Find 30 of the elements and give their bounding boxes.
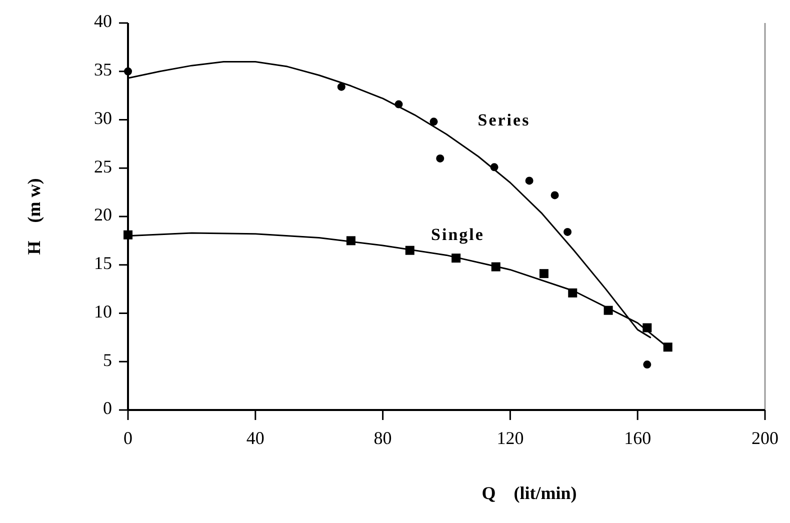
point — [539, 269, 548, 278]
point — [643, 360, 652, 369]
text: Series — [478, 110, 530, 130]
y-tick-label: 25 — [94, 156, 112, 176]
y-tick-label: 15 — [94, 253, 112, 273]
point — [663, 342, 672, 352]
x-tick-label: 0 — [124, 428, 132, 448]
y-axis-title: H (m w) — [24, 178, 44, 255]
point — [337, 82, 346, 91]
x-tick-label: 160 — [624, 428, 652, 448]
y-tick-label: 5 — [103, 350, 112, 370]
x-tick-label: 200 — [752, 428, 778, 448]
point — [564, 228, 572, 236]
y-tick-label: 0 — [103, 398, 112, 418]
point — [525, 176, 534, 185]
x-tick-label: 80 — [374, 428, 392, 448]
point — [124, 230, 132, 240]
x-axis-title: Q (lit/min) — [482, 483, 577, 504]
series-label: Single — [431, 225, 484, 244]
y-tick-label: 10 — [94, 301, 112, 322]
y-tick-label: 40 — [94, 11, 112, 32]
y-tick-label: 20 — [94, 204, 112, 225]
point — [124, 67, 132, 76]
x-tick-label: 40 — [246, 428, 264, 448]
y-tick-label: 35 — [94, 60, 112, 80]
y-tick-label: 30 — [94, 108, 112, 128]
point — [436, 154, 444, 162]
point — [550, 191, 559, 200]
point — [430, 118, 438, 126]
x-tick-label: 120 — [496, 428, 524, 448]
